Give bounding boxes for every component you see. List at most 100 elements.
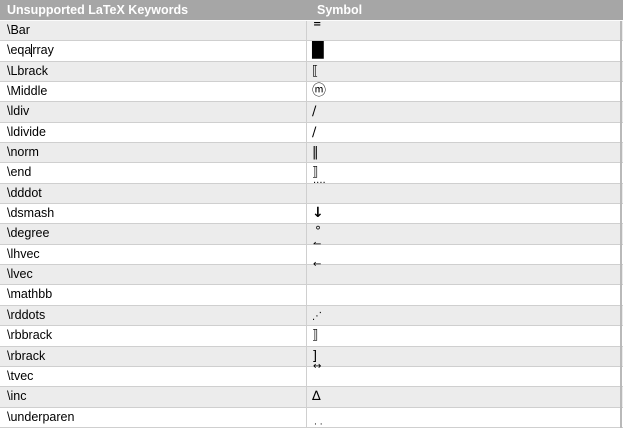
symbol-cell[interactable]: ⓜ — [307, 82, 623, 101]
table-row: \ldiv ∕ — [0, 102, 623, 123]
symbol-cell[interactable]: ← — [307, 260, 623, 284]
keyword-text: \rbrack — [7, 348, 46, 363]
keyword-text: \lhvec — [7, 246, 40, 261]
keyword-cell[interactable]: \Bar — [0, 21, 307, 41]
symbol-cell[interactable]: ⟧ — [307, 163, 623, 182]
keyword-text-after-caret: rray — [32, 43, 54, 58]
symbol-cell[interactable]: ∕ — [307, 123, 623, 142]
keyword-cell[interactable]: \lvec — [0, 265, 307, 285]
symbol-glyph: ← — [313, 259, 322, 271]
symbol-glyph: ] — [312, 348, 318, 364]
symbol-cell[interactable]: ‖ — [307, 143, 623, 162]
keyword-text: \rddots — [7, 307, 46, 322]
keyword-text: \underparen — [7, 409, 75, 424]
symbol-glyph: = — [313, 19, 322, 30]
symbol-cell[interactable]: ∕ — [307, 102, 623, 121]
keyword-text: \rbbrack — [7, 328, 53, 343]
keyword-cell[interactable]: \dddot — [0, 183, 307, 204]
table-row: \Lbrack ⟦ — [0, 61, 623, 83]
symbol-glyph: · · — [314, 419, 323, 428]
table-row: \lvec ← — [0, 260, 623, 286]
symbol-glyph: ∕ — [312, 124, 317, 140]
symbol-glyph: ···· — [313, 177, 326, 189]
table-row: \degree ° — [0, 224, 623, 245]
keyword-cell[interactable]: \eqarray — [0, 41, 307, 61]
keyword-text: \Lbrack — [7, 63, 48, 78]
table-row: \ldivide ∕ — [0, 122, 623, 144]
keyword-cell[interactable]: \dsmash — [0, 204, 307, 224]
symbol-glyph: ° — [315, 224, 321, 239]
keyword-cell[interactable]: \lhvec — [0, 244, 307, 265]
symbol-glyph: ↼ — [313, 238, 322, 250]
keyword-cell[interactable]: \end — [0, 163, 307, 183]
symbol-glyph: ⋰ — [312, 310, 322, 322]
keyword-cell[interactable]: \underparen — [0, 407, 307, 427]
keyword-text: \Bar — [7, 23, 30, 37]
symbol-cell[interactable]: ···· — [307, 178, 623, 203]
keyword-cell[interactable]: \rddots — [0, 305, 307, 326]
keyword-cell[interactable]: \degree — [0, 224, 307, 244]
keyword-cell[interactable]: \mathbb — [0, 285, 307, 305]
table-row: \eqarray █ — [0, 41, 623, 62]
keyword-cell[interactable]: \inc — [0, 387, 307, 407]
symbol-cell[interactable] — [307, 285, 623, 304]
keyword-text-before-caret: \eqa — [7, 43, 32, 58]
keyword-text: \dsmash — [7, 206, 55, 221]
symbol-cell[interactable]: ∆ — [307, 387, 623, 406]
symbol-cell[interactable]: ⟦ — [307, 62, 623, 81]
keyword-text: \norm — [7, 145, 39, 160]
keyword-cell[interactable]: \tvec — [0, 366, 307, 387]
keyword-cell[interactable]: \norm — [0, 143, 307, 163]
keyword-cell[interactable]: \Lbrack — [0, 61, 307, 82]
header-unsupported-latex-keywords[interactable]: Unsupported LaTeX Keywords — [7, 3, 189, 17]
keyword-text: \end — [7, 165, 32, 180]
keyword-cell[interactable]: \ldiv — [0, 102, 307, 122]
keyword-text: \tvec — [7, 368, 34, 383]
table-row: \rbbrack ⟧ — [0, 326, 623, 347]
symbol-glyph: ⟧ — [312, 328, 319, 344]
table-row: \lhvec ↼ — [0, 239, 623, 266]
keyword-cell[interactable]: \Middle — [0, 82, 307, 102]
symbol-glyph: ‖ — [312, 145, 319, 161]
keyword-text: \mathbb — [7, 287, 53, 302]
symbol-glyph: ⟦ — [312, 63, 319, 79]
keyword-text: \eqarray — [7, 43, 54, 57]
keyword-cell[interactable]: \ldivide — [0, 122, 307, 143]
symbol-cell[interactable]: ↼ — [307, 239, 623, 264]
symbol-cell[interactable]: = — [307, 19, 623, 40]
symbol-cell[interactable]: · · — [307, 408, 623, 428]
symbol-cell[interactable]: █ — [307, 41, 623, 60]
symbol-glyph: ↓ — [312, 205, 324, 222]
symbol-cell[interactable]: ° — [307, 224, 623, 243]
keyword-cell[interactable]: \rbrack — [0, 346, 307, 366]
table-row: \Middle ⓜ — [0, 82, 623, 103]
table-row: \underparen · · — [0, 407, 623, 428]
keyword-text: \Middle — [7, 84, 48, 99]
table-row: \inc ∆ — [0, 387, 623, 408]
table-row: \end ⟧ — [0, 163, 623, 184]
header-symbol[interactable]: Symbol — [317, 3, 363, 17]
symbol-glyph: ⓜ — [312, 83, 326, 100]
table-row: \dddot ···· — [0, 178, 623, 205]
table-row: \mathbb — [0, 285, 623, 306]
symbol-cell[interactable]: ↔ — [307, 361, 623, 386]
keyword-text: \dddot — [7, 185, 42, 200]
symbol-glyph: ⟧ — [312, 165, 319, 181]
table-row: \rddots ⋰ — [0, 305, 623, 327]
symbol-cell[interactable]: ⟧ — [307, 326, 623, 345]
table-row: \dsmash ↓ — [0, 204, 623, 225]
keyword-cell[interactable]: \rbbrack — [0, 326, 307, 346]
table-row: \norm ‖ — [0, 143, 623, 164]
symbol-glyph: ↔ — [313, 360, 322, 372]
keyword-text: \lvec — [7, 267, 33, 282]
symbol-cell[interactable]: ⋰ — [307, 306, 623, 325]
symbol-glyph: █ — [312, 41, 324, 60]
keyword-text: \ldiv — [7, 104, 30, 119]
table-right-border — [620, 21, 622, 428]
symbol-glyph: ∕ — [312, 104, 317, 120]
symbol-cell[interactable]: ↓ — [307, 204, 623, 223]
symbol-cell[interactable]: ] — [307, 347, 623, 366]
table-body: \Bar = \eqarray █ \Lbrack ⟦ \Middle ⓜ \l… — [0, 19, 623, 428]
keyword-text: \ldivide — [7, 124, 46, 139]
